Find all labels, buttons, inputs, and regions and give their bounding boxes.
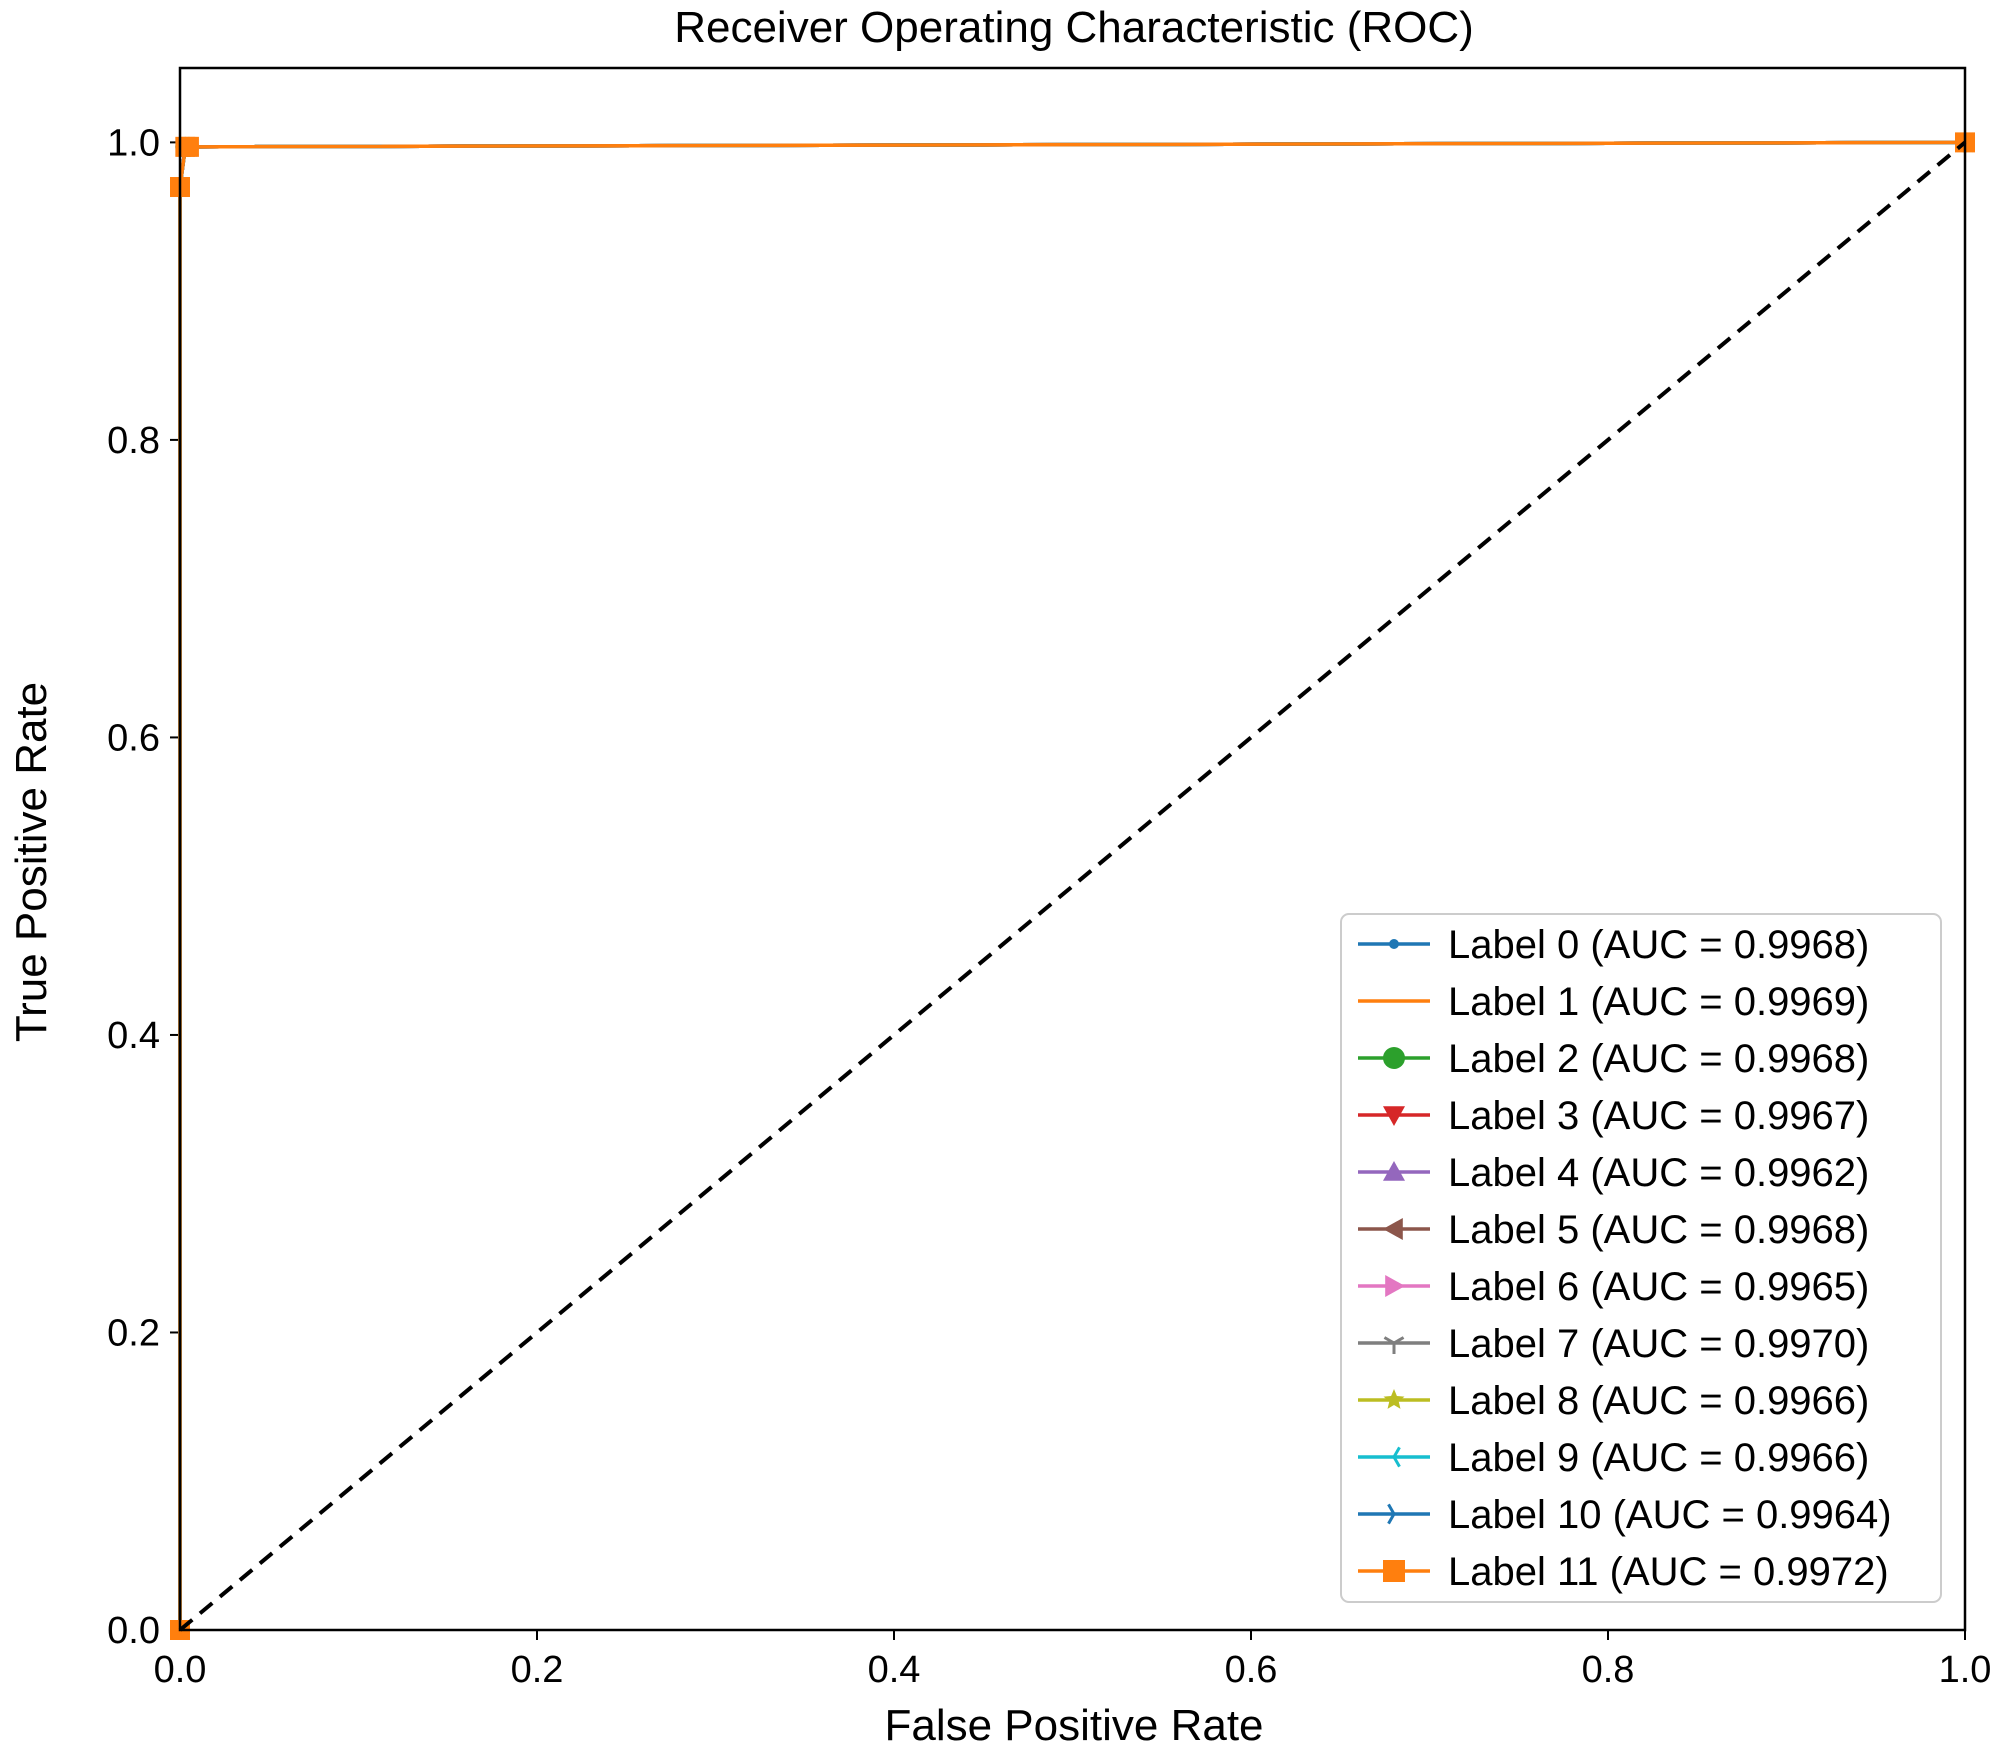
x-tick-label: 0.8 [1582, 1649, 1635, 1691]
legend-label: Label 5 (AUC = 0.9968) [1448, 1208, 1869, 1252]
y-axis-ticks: 0.0 0.2 0.4 0.6 0.8 1.0 [107, 122, 180, 1652]
y-tick-label: 0.6 [107, 717, 160, 759]
legend-marker-swatch [1383, 1446, 1401, 1468]
legend-box [1340, 913, 1942, 1603]
x-tick-label: 0.6 [1225, 1649, 1278, 1691]
y-tick-label: 0.4 [107, 1015, 160, 1057]
x-tick-label: 1.0 [1939, 1649, 1992, 1691]
legend-entry: Label 6 (AUC = 0.9965) [1358, 1265, 1869, 1309]
x-tick-label: 0.4 [868, 1649, 921, 1691]
y-tick-label: 0.8 [107, 420, 160, 462]
y-tick-label: 1.0 [107, 122, 160, 164]
legend-entry: Label 3 (AUC = 0.9967) [1358, 1094, 1869, 1138]
legend-label: Label 7 (AUC = 0.9970) [1448, 1322, 1869, 1366]
legend-marker-swatch [1383, 1560, 1405, 1582]
legend-marker-swatch [1383, 1389, 1405, 1409]
x-axis-label: False Positive Rate [884, 1701, 1263, 1750]
x-tick-label: 0.2 [511, 1649, 564, 1691]
y-tick-label: 0.2 [107, 1312, 160, 1354]
legend-label: Label 9 (AUC = 0.9966) [1448, 1436, 1869, 1480]
legend-label: Label 6 (AUC = 0.9965) [1448, 1265, 1869, 1309]
legend-entry: Label 8 (AUC = 0.9966) [1358, 1379, 1869, 1423]
legend-marker-swatch [1383, 1047, 1405, 1069]
legend-label: Label 10 (AUC = 0.9964) [1448, 1493, 1892, 1537]
y-axis-label: True Positive Rate [7, 682, 56, 1042]
chance-reference-line [178, 140, 1967, 1632]
x-axis-ticks: 0.0 0.2 0.4 0.6 0.8 1.0 [154, 1630, 1992, 1691]
roc-curve-marker [178, 136, 199, 157]
legend: Label 0 (AUC = 0.9968) Label 1 (AUC = 0.9… [1340, 913, 1942, 1603]
legend-entry: Label 5 (AUC = 0.9968) [1358, 1208, 1869, 1252]
chart-title: Receiver Operating Characteristic (ROC) [674, 3, 1474, 52]
legend-label: Label 0 (AUC = 0.9968) [1448, 923, 1869, 967]
legend-marker-swatch [1383, 1218, 1403, 1240]
plot-frame [178, 66, 1967, 1632]
legend-entry: Label 10 (AUC = 0.9964) [1358, 1493, 1892, 1537]
legend-marker-swatch [1389, 939, 1399, 949]
legend-entry: Label 0 (AUC = 0.9968) [1358, 923, 1869, 967]
legend-marker-swatch [1385, 1275, 1405, 1297]
legend-entry: Label 9 (AUC = 0.9966) [1358, 1436, 1869, 1480]
legend-entry: Label 11 (AUC = 0.9972) [1358, 1550, 1889, 1594]
x-tick-label: 0.0 [154, 1649, 207, 1691]
legend-marker-swatch [1387, 1503, 1405, 1525]
legend-entry: Label 1 (AUC = 0.9969) [1358, 980, 1869, 1024]
legend-entry: Label 4 (AUC = 0.9962) [1358, 1151, 1869, 1195]
y-tick-label: 0.0 [107, 1610, 160, 1652]
legend-label: Label 11 (AUC = 0.9972) [1448, 1550, 1889, 1594]
legend-label: Label 8 (AUC = 0.9966) [1448, 1379, 1869, 1423]
legend-label: Label 3 (AUC = 0.9967) [1448, 1094, 1869, 1138]
legend-label: Label 1 (AUC = 0.9969) [1448, 980, 1869, 1024]
legend-marker-swatch [1383, 1161, 1405, 1181]
legend-marker-swatch [1383, 1106, 1405, 1126]
legend-entry: Label 7 (AUC = 0.9970) [1358, 1322, 1869, 1366]
legend-label: Label 4 (AUC = 0.9962) [1448, 1151, 1869, 1195]
legend-marker-swatch [1383, 1336, 1405, 1354]
legend-label: Label 2 (AUC = 0.9968) [1448, 1037, 1869, 1081]
legend-entry: Label 2 (AUC = 0.9968) [1358, 1037, 1869, 1081]
